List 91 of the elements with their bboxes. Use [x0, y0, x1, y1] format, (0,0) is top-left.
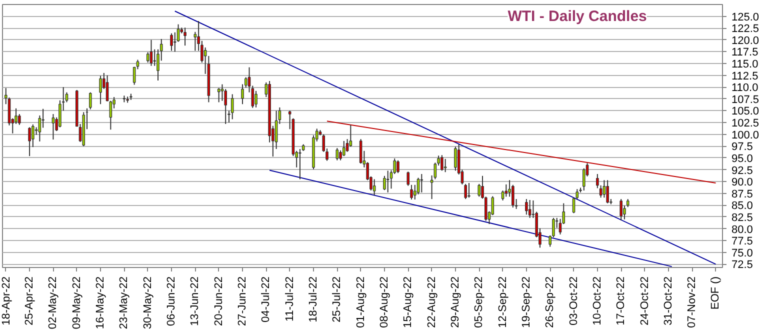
candlestick — [298, 148, 302, 180]
y-tick-label: 97.5 — [732, 141, 753, 154]
y-tick-label: 85.0 — [732, 200, 753, 212]
x-tick-label: 20-Jun-22 — [212, 276, 225, 326]
x-tick-label: 15-Aug-22 — [402, 276, 414, 328]
candlestick — [184, 27, 186, 46]
x-tick-label: 23-May-22 — [118, 276, 130, 330]
x-tick-label: 10-Oct-22 — [591, 276, 604, 326]
candlestick — [420, 174, 424, 193]
candlestick — [620, 198, 622, 221]
candlestick — [109, 100, 112, 130]
candlestick — [359, 138, 362, 164]
y-tick-label: 77.5 — [732, 236, 753, 248]
candlestick — [512, 184, 514, 208]
candlestick — [217, 88, 220, 103]
candlestick — [464, 183, 467, 200]
x-tick-label: 17-Oct-22 — [615, 276, 628, 326]
y-tick-label: 125.0 — [732, 11, 760, 24]
x-tick-label: EOF () — [710, 276, 722, 310]
candlestick — [52, 114, 55, 140]
y-tick-label: 102.5 — [732, 118, 760, 130]
candlestick — [444, 158, 447, 173]
y-tick-label: 82.5 — [732, 212, 753, 224]
candlestick — [525, 198, 528, 216]
y-tick-label: 115.0 — [732, 58, 758, 71]
x-tick-label: 16-May-22 — [94, 276, 107, 330]
x-tick-label: 27-Jun-22 — [236, 276, 248, 326]
candlestick — [336, 148, 339, 161]
y-tick-label: 105.0 — [732, 106, 760, 118]
x-tick-label: 25-Jul-22 — [331, 276, 344, 322]
candlestick — [106, 74, 109, 102]
x-tick-label: 18-Jul-22 — [307, 276, 320, 322]
y-tick-label: 107.5 — [732, 94, 760, 106]
candlestick — [396, 160, 400, 174]
candlestick — [170, 32, 173, 52]
x-tick-label: 24-Oct-22 — [638, 276, 651, 326]
candlestick — [42, 108, 44, 128]
x-tick-label: 05-Sep-22 — [473, 276, 486, 328]
candlestick — [468, 182, 470, 198]
x-tick-label: 04-Jul-22 — [260, 276, 272, 322]
candlestick — [454, 146, 457, 172]
candlestick — [146, 52, 150, 64]
candlestick — [28, 126, 31, 157]
candlestick — [440, 154, 444, 172]
y-tick-label: 80.0 — [732, 224, 753, 236]
x-tick-label: 11-Jul-22 — [284, 276, 296, 322]
candlestick — [596, 174, 599, 189]
x-tick-label: 02-May-22 — [47, 276, 60, 330]
x-tick-label: 12-Sep-22 — [496, 276, 509, 328]
y-tick-label: 75.0 — [732, 247, 753, 260]
candlestick — [224, 88, 227, 124]
y-tick-label: 92.5 — [732, 164, 753, 177]
candlestick — [230, 94, 234, 120]
y-tick-label: 120.0 — [732, 34, 760, 47]
candlestick — [342, 140, 346, 157]
x-tick-label: 19-Sep-22 — [520, 276, 532, 328]
candlestick — [254, 90, 258, 108]
x-tick-label: 25-Apr-22 — [24, 276, 36, 326]
candlestick — [88, 92, 92, 110]
candlestick — [386, 170, 390, 193]
candlestick — [410, 184, 413, 200]
x-tick-label: 01-Aug-22 — [354, 276, 367, 328]
x-tick-label: 13-Jun-22 — [189, 276, 202, 326]
x-tick-label: 29-Aug-22 — [449, 276, 462, 328]
x-tick-label: 31-Oct-22 — [662, 276, 674, 326]
y-tick-label: 117.5 — [732, 46, 758, 59]
x-tick-label: 22-Aug-22 — [426, 276, 438, 328]
x-tick-label: 09-May-22 — [70, 276, 83, 330]
y-tick-label: 110.0 — [732, 82, 758, 94]
x-tick-label: 18-Apr-22 — [0, 276, 12, 326]
x-tick-label: 03-Oct-22 — [568, 276, 580, 326]
y-tick-label: 100.0 — [732, 129, 760, 142]
candlestick — [504, 184, 508, 198]
x-tick-label: 06-Jun-22 — [166, 276, 178, 326]
x-tick-label: 07-Nov-22 — [686, 276, 698, 328]
x-tick-label: 08-Aug-22 — [378, 276, 390, 328]
y-tick-label: 72.5 — [732, 259, 753, 272]
candlestick — [150, 39, 153, 66]
y-tick-label: 122.5 — [732, 23, 760, 36]
candlestick — [372, 178, 376, 196]
candlestick — [99, 75, 102, 105]
candlestick — [406, 171, 410, 186]
y-tick-label: 90.0 — [732, 176, 753, 189]
chart-title: WTI - Daily Candles — [508, 8, 647, 25]
x-tick-label: 30-May-22 — [142, 276, 154, 330]
y-tick-label: 112.5 — [732, 70, 758, 82]
y-tick-label: 95.0 — [732, 152, 753, 165]
candlestick — [528, 199, 532, 218]
candlestick — [606, 180, 609, 204]
x-tick-label: 26-Sep-22 — [544, 276, 556, 328]
y-tick-label: 87.5 — [732, 188, 753, 200]
